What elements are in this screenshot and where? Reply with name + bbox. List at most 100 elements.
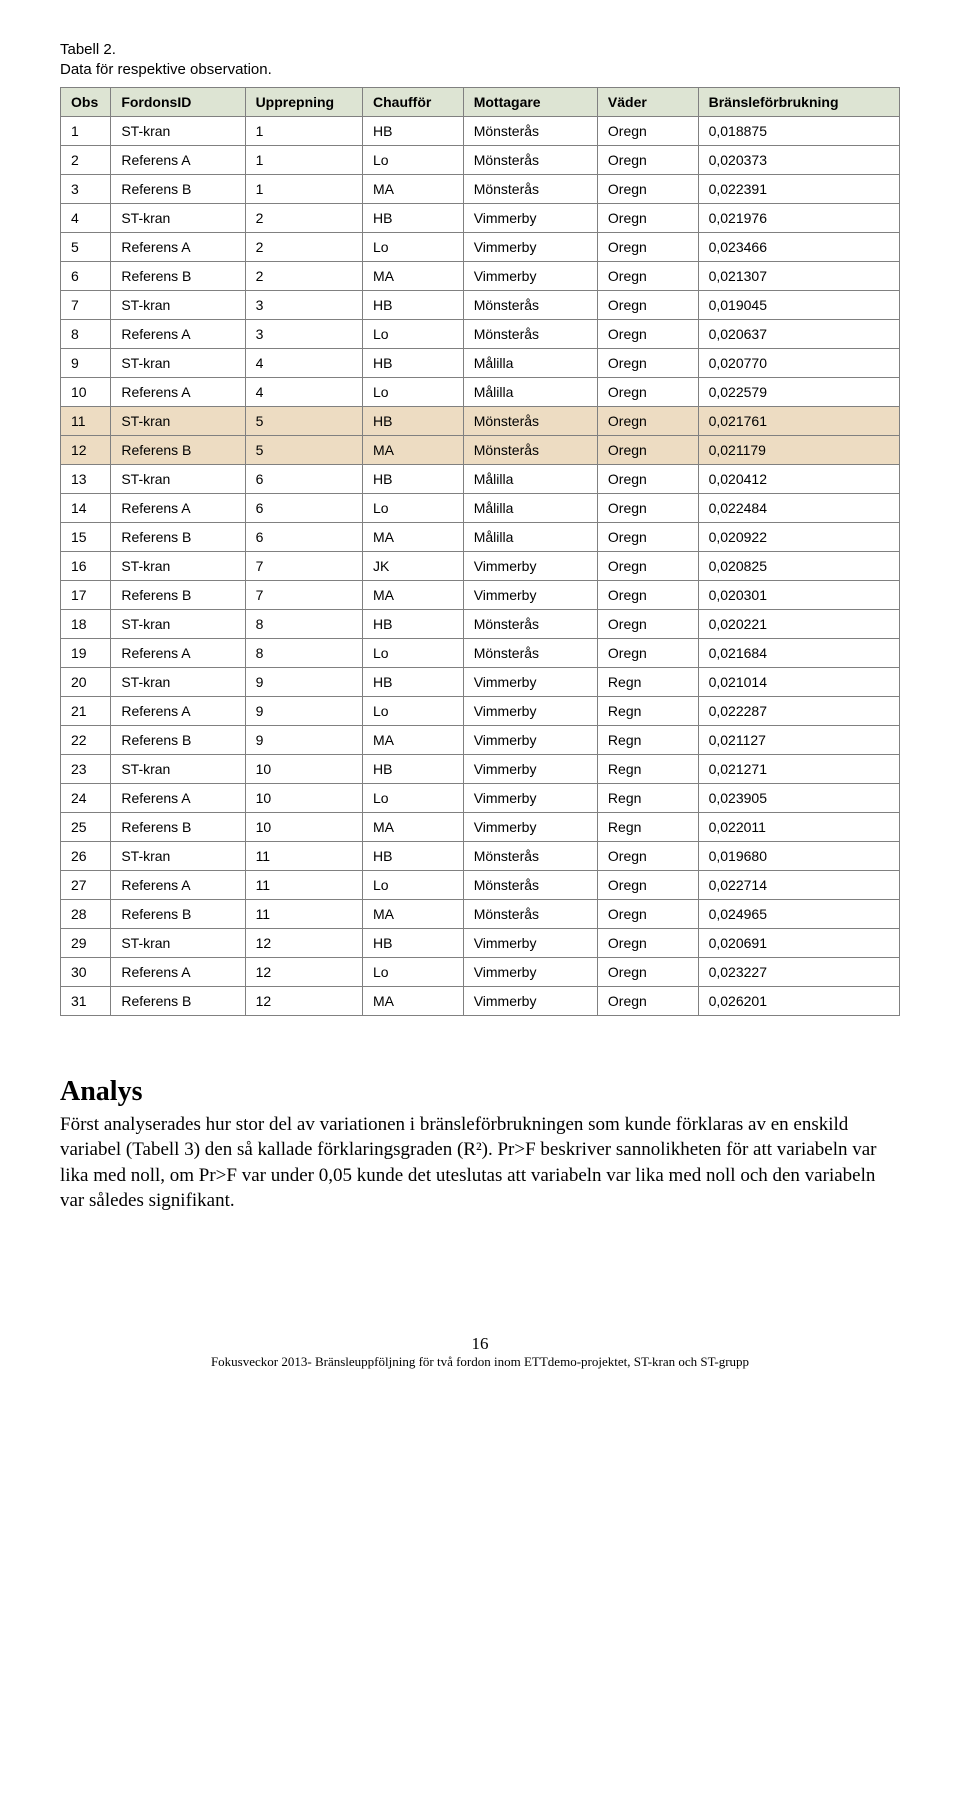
table-cell: ST-kran	[111, 667, 245, 696]
table-cell: 19	[61, 638, 111, 667]
table-cell: Oregn	[597, 522, 698, 551]
table-cell: 9	[61, 348, 111, 377]
table-cell: MA	[363, 812, 464, 841]
table-cell: Lo	[363, 957, 464, 986]
table-cell: 8	[61, 319, 111, 348]
table-cell: Vimmerby	[463, 261, 597, 290]
table-cell: Lo	[363, 145, 464, 174]
table-cell: 5	[245, 435, 362, 464]
table-cell: 15	[61, 522, 111, 551]
table-cell: Oregn	[597, 870, 698, 899]
table-cell: Regn	[597, 667, 698, 696]
table-cell: HB	[363, 928, 464, 957]
table-cell: Referens B	[111, 261, 245, 290]
table-cell: MA	[363, 725, 464, 754]
table-cell: 0,020221	[698, 609, 899, 638]
table-cell: 9	[245, 725, 362, 754]
table-cell: Oregn	[597, 174, 698, 203]
table-row: 16ST-kran7JKVimmerbyOregn0,020825	[61, 551, 900, 580]
table-cell: 18	[61, 609, 111, 638]
table-cell: 1	[245, 174, 362, 203]
table-cell: ST-kran	[111, 551, 245, 580]
table-cell: ST-kran	[111, 348, 245, 377]
table-cell: Målilla	[463, 464, 597, 493]
table-cell: Oregn	[597, 957, 698, 986]
table-cell: 1	[61, 116, 111, 145]
table-row: 29ST-kran12HBVimmerbyOregn0,020691	[61, 928, 900, 957]
table-cell: 28	[61, 899, 111, 928]
table-row: 28Referens B11MAMönsteråsOregn0,024965	[61, 899, 900, 928]
table-cell: Oregn	[597, 841, 698, 870]
table-cell: 9	[245, 667, 362, 696]
table-cell: Referens B	[111, 174, 245, 203]
table-body: 1ST-kran1HBMönsteråsOregn0,0188752Refere…	[61, 116, 900, 1015]
table-cell: Mönsterås	[463, 435, 597, 464]
table-cell: ST-kran	[111, 841, 245, 870]
table-row: 17Referens B7MAVimmerbyOregn0,020301	[61, 580, 900, 609]
table-cell: 0,021127	[698, 725, 899, 754]
table-cell: Mönsterås	[463, 290, 597, 319]
table-cell: HB	[363, 348, 464, 377]
table-cell: JK	[363, 551, 464, 580]
table-row: 5Referens A2LoVimmerbyOregn0,023466	[61, 232, 900, 261]
table-cell: 20	[61, 667, 111, 696]
table-cell: 2	[245, 232, 362, 261]
table-cell: Oregn	[597, 580, 698, 609]
table-row: 20ST-kran9HBVimmerbyRegn0,021014	[61, 667, 900, 696]
table-cell: 7	[245, 580, 362, 609]
table-cell: HB	[363, 667, 464, 696]
data-table: Obs FordonsID Upprepning Chaufför Mottag…	[60, 87, 900, 1016]
table-cell: 0,020301	[698, 580, 899, 609]
table-cell: Lo	[363, 870, 464, 899]
table-row: 21Referens A9LoVimmerbyRegn0,022287	[61, 696, 900, 725]
table-cell: Vimmerby	[463, 957, 597, 986]
table-cell: 22	[61, 725, 111, 754]
table-cell: Oregn	[597, 899, 698, 928]
table-cell: Oregn	[597, 232, 698, 261]
table-cell: Oregn	[597, 319, 698, 348]
table-cell: ST-kran	[111, 464, 245, 493]
table-cell: Oregn	[597, 377, 698, 406]
th-chauffor: Chaufför	[363, 87, 464, 116]
table-cell: Referens B	[111, 986, 245, 1015]
table-cell: 0,020637	[698, 319, 899, 348]
table-cell: MA	[363, 261, 464, 290]
table-cell: Mönsterås	[463, 319, 597, 348]
table-cell: 10	[61, 377, 111, 406]
table-row: 13ST-kran6HBMålillaOregn0,020412	[61, 464, 900, 493]
table-cell: 12	[245, 957, 362, 986]
table-cell: Oregn	[597, 145, 698, 174]
table-row: 9ST-kran4HBMålillaOregn0,020770	[61, 348, 900, 377]
table-row: 11ST-kran5HBMönsteråsOregn0,021761	[61, 406, 900, 435]
table-cell: MA	[363, 435, 464, 464]
table-row: 19Referens A8LoMönsteråsOregn0,021684	[61, 638, 900, 667]
table-row: 8Referens A3LoMönsteråsOregn0,020637	[61, 319, 900, 348]
table-cell: Målilla	[463, 493, 597, 522]
table-cell: Vimmerby	[463, 667, 597, 696]
table-cell: 26	[61, 841, 111, 870]
table-cell: Målilla	[463, 377, 597, 406]
table-cell: 3	[245, 319, 362, 348]
table-cell: 0,020922	[698, 522, 899, 551]
table-cell: HB	[363, 841, 464, 870]
table-cell: 4	[245, 348, 362, 377]
table-cell: 6	[61, 261, 111, 290]
table-cell: 25	[61, 812, 111, 841]
analys-body: Först analyserades hur stor del av varia…	[60, 1112, 900, 1215]
table-cell: 0,020770	[698, 348, 899, 377]
table-cell: 0,023466	[698, 232, 899, 261]
table-cell: 0,021307	[698, 261, 899, 290]
table-cell: Referens A	[111, 696, 245, 725]
table-cell: Oregn	[597, 493, 698, 522]
table-cell: Mönsterås	[463, 899, 597, 928]
caption-line2: Data för respektive observation.	[60, 61, 272, 78]
table-cell: 2	[245, 203, 362, 232]
table-cell: Regn	[597, 754, 698, 783]
table-cell: 6	[245, 522, 362, 551]
table-cell: 8	[245, 638, 362, 667]
table-cell: 5	[245, 406, 362, 435]
th-obs: Obs	[61, 87, 111, 116]
table-row: 25Referens B10MAVimmerbyRegn0,022011	[61, 812, 900, 841]
table-cell: Vimmerby	[463, 783, 597, 812]
table-cell: 24	[61, 783, 111, 812]
